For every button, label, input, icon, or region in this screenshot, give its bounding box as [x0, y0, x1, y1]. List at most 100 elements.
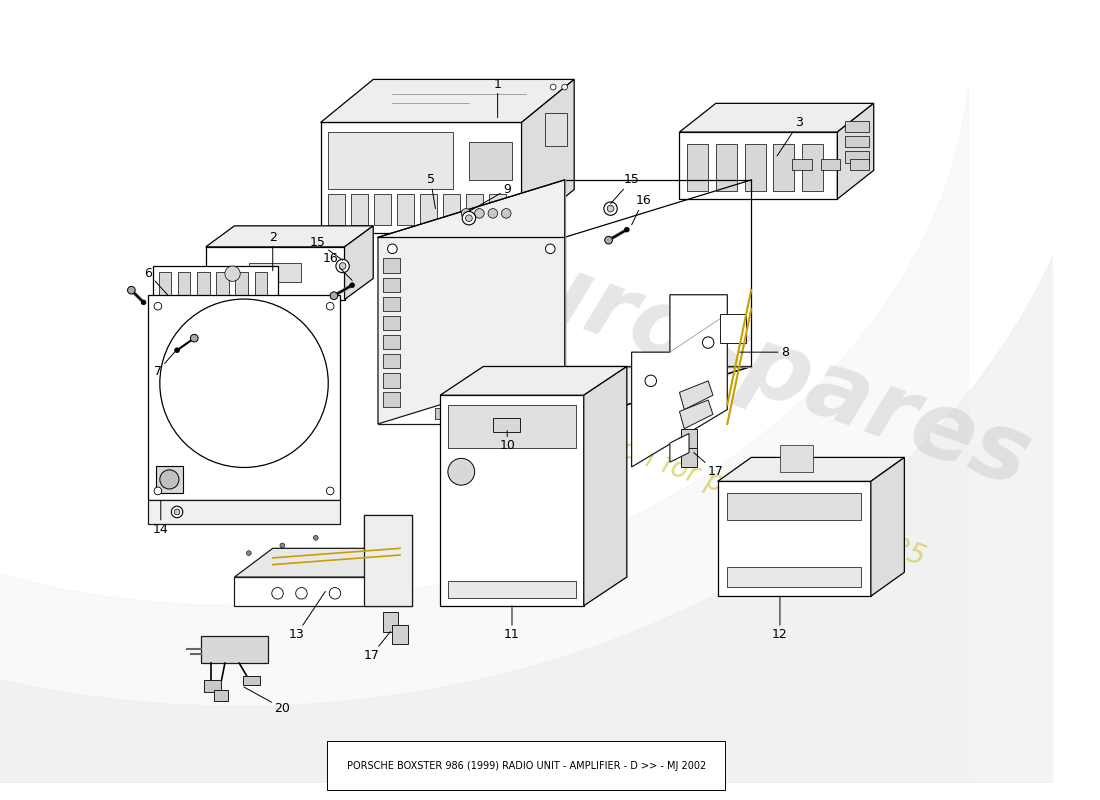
Polygon shape	[378, 366, 751, 424]
Circle shape	[605, 236, 613, 244]
Bar	[217, 272, 229, 318]
Circle shape	[339, 262, 346, 270]
Bar	[850, 159, 869, 170]
Circle shape	[550, 84, 556, 90]
Text: 12: 12	[772, 596, 788, 641]
Bar	[681, 448, 696, 467]
Circle shape	[172, 506, 183, 518]
Text: PORSCHE BOXSTER 986 (1999) RADIO UNIT - AMPLIFIER - D >> - MJ 2002: PORSCHE BOXSTER 986 (1999) RADIO UNIT - …	[346, 761, 706, 770]
Circle shape	[272, 587, 284, 599]
Bar	[420, 194, 438, 225]
Bar	[383, 297, 400, 311]
Polygon shape	[493, 418, 519, 431]
Polygon shape	[717, 458, 904, 482]
Circle shape	[327, 302, 334, 310]
Bar	[448, 581, 576, 598]
Circle shape	[604, 202, 617, 215]
Polygon shape	[837, 103, 873, 199]
Circle shape	[224, 266, 240, 282]
Bar	[351, 194, 369, 225]
Text: 14: 14	[153, 501, 168, 536]
Polygon shape	[344, 226, 373, 299]
Bar	[383, 316, 400, 330]
Bar	[393, 625, 408, 644]
Circle shape	[296, 587, 307, 599]
Circle shape	[246, 550, 251, 555]
Circle shape	[174, 509, 180, 515]
Bar	[383, 374, 400, 387]
Polygon shape	[234, 515, 411, 606]
Polygon shape	[631, 294, 727, 467]
Polygon shape	[378, 238, 564, 424]
Bar	[792, 159, 812, 170]
Bar	[383, 258, 400, 273]
Circle shape	[625, 227, 629, 232]
Bar	[328, 194, 345, 225]
Bar	[780, 445, 813, 472]
Bar	[802, 143, 823, 191]
Text: 15: 15	[610, 174, 639, 204]
Circle shape	[703, 337, 714, 348]
Circle shape	[448, 458, 475, 485]
Circle shape	[154, 487, 162, 494]
Bar	[383, 278, 400, 292]
Bar	[436, 408, 464, 419]
Polygon shape	[871, 458, 904, 596]
Circle shape	[387, 244, 397, 254]
Bar	[745, 143, 766, 191]
Text: 3: 3	[777, 116, 803, 156]
Bar	[204, 680, 221, 692]
Polygon shape	[584, 366, 627, 606]
Bar	[201, 636, 268, 663]
Text: 8: 8	[739, 346, 789, 358]
Polygon shape	[717, 482, 871, 596]
Text: 13: 13	[289, 591, 326, 641]
Bar	[493, 418, 519, 431]
Text: 16: 16	[631, 194, 651, 225]
Polygon shape	[320, 122, 521, 233]
Bar	[469, 142, 512, 180]
Circle shape	[645, 375, 657, 386]
Circle shape	[128, 286, 135, 294]
Text: 7: 7	[154, 350, 177, 378]
Text: 10: 10	[499, 430, 515, 453]
Bar	[148, 294, 340, 501]
Circle shape	[562, 84, 568, 90]
Polygon shape	[440, 395, 584, 606]
Bar	[153, 266, 277, 323]
Text: 20: 20	[244, 687, 290, 714]
Text: 16: 16	[322, 252, 352, 280]
Polygon shape	[378, 180, 564, 424]
Bar	[158, 272, 172, 318]
Circle shape	[502, 209, 512, 218]
Bar	[254, 272, 267, 318]
Bar	[383, 354, 400, 369]
Bar	[727, 493, 861, 520]
Text: 2: 2	[268, 231, 277, 271]
Polygon shape	[364, 515, 411, 606]
Circle shape	[175, 348, 179, 353]
Circle shape	[279, 543, 285, 548]
Bar	[328, 132, 453, 190]
Polygon shape	[680, 400, 713, 429]
Text: 5: 5	[427, 174, 436, 209]
Circle shape	[190, 334, 198, 342]
Bar	[197, 272, 210, 318]
Bar	[156, 466, 183, 493]
Bar	[214, 690, 228, 702]
Bar	[383, 392, 400, 406]
Circle shape	[141, 300, 146, 305]
Polygon shape	[680, 103, 873, 132]
Text: 15: 15	[310, 235, 342, 260]
Text: 17: 17	[363, 631, 390, 662]
Polygon shape	[670, 434, 689, 462]
Bar	[178, 272, 190, 318]
Text: 11: 11	[504, 606, 520, 641]
Circle shape	[465, 215, 472, 222]
Bar	[727, 567, 861, 586]
Bar	[490, 194, 506, 225]
Text: a passion for parts since 1985: a passion for parts since 1985	[526, 402, 930, 571]
Circle shape	[160, 299, 328, 467]
Polygon shape	[521, 79, 574, 233]
Bar	[383, 613, 398, 631]
